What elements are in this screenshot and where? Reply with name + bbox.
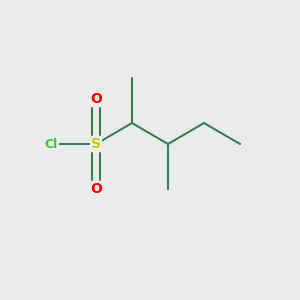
Text: O: O bbox=[90, 92, 102, 106]
Text: O: O bbox=[90, 182, 102, 196]
Text: Cl: Cl bbox=[44, 137, 58, 151]
Text: S: S bbox=[91, 137, 101, 151]
